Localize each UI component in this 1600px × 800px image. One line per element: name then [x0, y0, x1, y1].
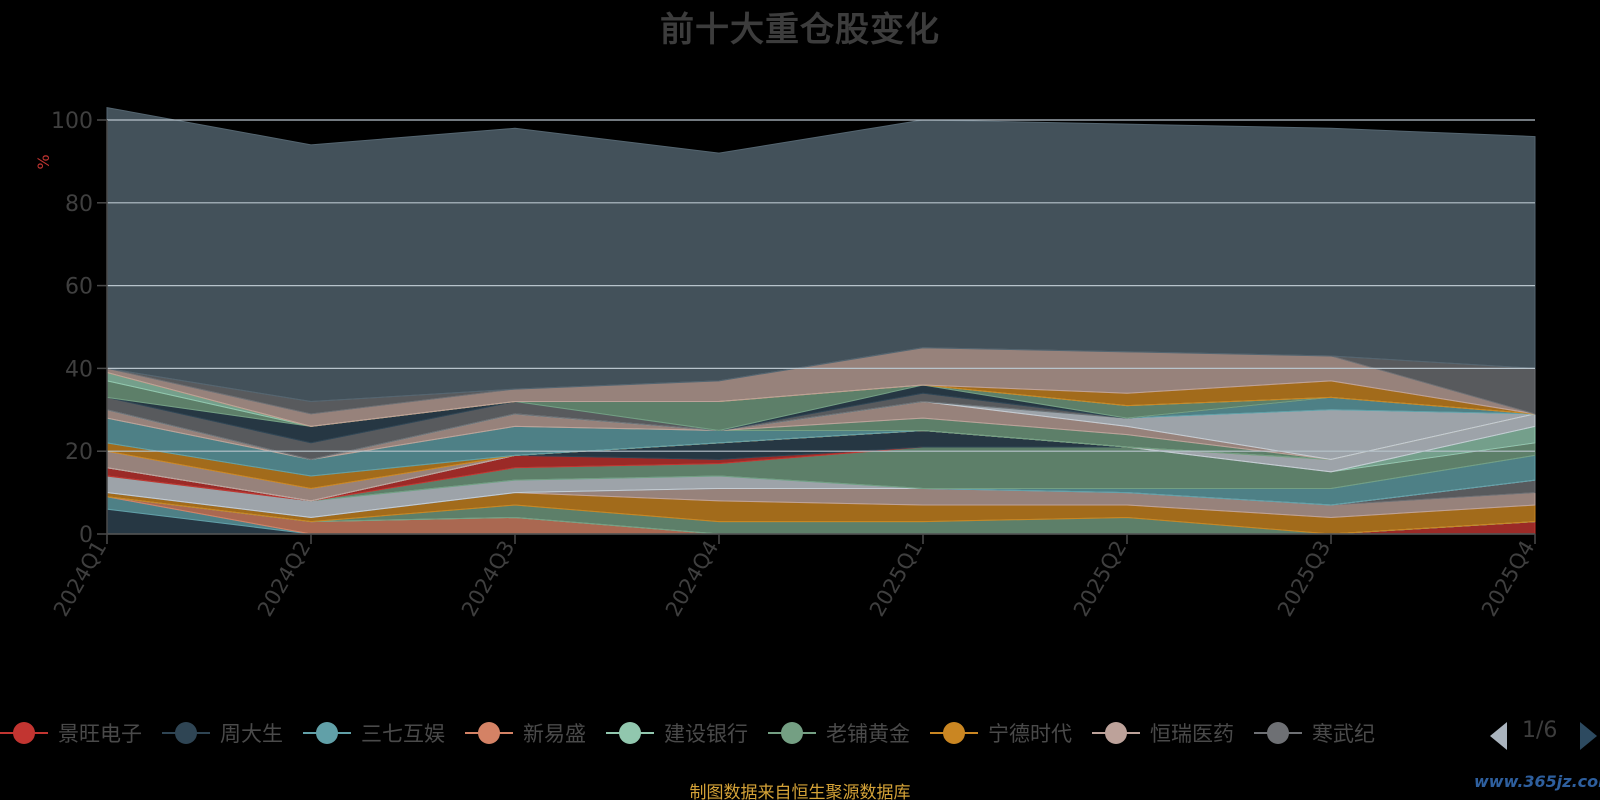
y-tick-label: 20 — [65, 440, 93, 465]
y-tick-label: 80 — [65, 192, 93, 217]
legend-label: 恒瑞医药 — [1150, 722, 1234, 746]
x-tick-label: 2025Q2 — [1069, 537, 1131, 621]
data-source-note: 制图数据来自恒生聚源数据库 — [689, 783, 911, 800]
x-tick-label: 2025Q4 — [1477, 537, 1539, 621]
x-tick-label: 2024Q2 — [253, 537, 315, 621]
y-axis-unit-label: % — [34, 154, 53, 169]
x-tick-label: 2025Q1 — [865, 537, 927, 621]
legend-label: 老铺黄金 — [826, 722, 910, 746]
legend-marker-icon — [0, 720, 48, 746]
legend-marker-icon — [303, 720, 351, 746]
legend-label: 寒武纪 — [1312, 722, 1375, 746]
legend-pager: 1/6 — [1490, 718, 1600, 752]
x-tick-label: 2024Q3 — [457, 537, 519, 621]
y-tick-label: 100 — [51, 109, 93, 134]
legend-item-6[interactable]: 宁德时代 — [930, 713, 1072, 753]
stacked-area-chart: 0 20 40 60 80 100 2024Q1 2024Q2 2024Q3 2024Q4 2025… — [34, 106, 1539, 621]
watermark: www.365jz.com — [1474, 772, 1600, 791]
legend-marker-icon — [930, 720, 978, 746]
legend-item-0[interactable]: 景旺电子 — [0, 713, 142, 753]
area-series-group — [106, 106, 1536, 535]
legend-item-8[interactable]: 寒武纪 — [1254, 713, 1375, 753]
legend-label: 宁德时代 — [988, 722, 1072, 746]
legend: 景旺电子 周大生 三七互娱 新易盛 建设银行 老铺黄金 宁德时代 恒瑞医药 寒武纪 — [0, 713, 1482, 753]
legend-item-1[interactable]: 周大生 — [162, 713, 283, 753]
legend-marker-icon — [1254, 720, 1302, 746]
legend-label: 三七互娱 — [361, 722, 445, 746]
legend-marker-icon — [606, 720, 654, 746]
x-tick-label: 2025Q3 — [1273, 537, 1335, 621]
legend-next-page-button[interactable] — [1580, 722, 1597, 750]
x-tick-label: 2024Q1 — [49, 537, 111, 621]
legend-marker-icon — [1092, 720, 1140, 746]
legend-page-indicator: 1/6 — [1522, 718, 1558, 743]
legend-label: 景旺电子 — [58, 722, 142, 746]
legend-item-7[interactable]: 恒瑞医药 — [1092, 713, 1234, 753]
legend-prev-page-button[interactable] — [1490, 722, 1507, 750]
y-tick-label: 40 — [65, 357, 93, 382]
legend-marker-icon — [162, 720, 210, 746]
legend-item-4[interactable]: 建设银行 — [606, 713, 748, 753]
legend-item-2[interactable]: 三七互娱 — [303, 713, 445, 753]
legend-marker-icon — [465, 720, 513, 746]
chart-title: 前十大重仓股变化 — [660, 10, 940, 50]
legend-item-5[interactable]: 老铺黄金 — [768, 713, 910, 753]
legend-marker-icon — [768, 720, 816, 746]
legend-item-3[interactable]: 新易盛 — [465, 713, 586, 753]
y-tick-label: 60 — [65, 275, 93, 300]
legend-label: 新易盛 — [523, 722, 586, 746]
y-tick-label: 0 — [79, 523, 93, 548]
legend-label: 周大生 — [220, 722, 283, 746]
x-tick-label: 2024Q4 — [661, 537, 723, 621]
legend-label: 建设银行 — [664, 722, 748, 746]
